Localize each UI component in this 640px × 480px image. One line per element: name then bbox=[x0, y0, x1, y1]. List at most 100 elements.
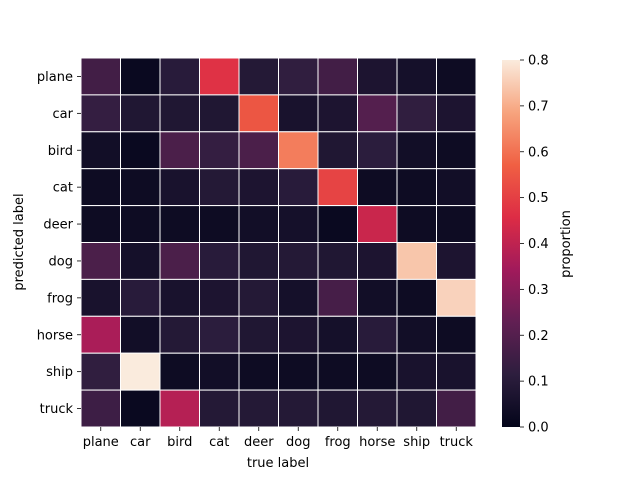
colorbar-tick-label: 0.4 bbox=[528, 237, 549, 252]
heatmap-cell-truck-horse bbox=[357, 389, 398, 428]
heatmap-cell-cat-plane bbox=[80, 168, 121, 207]
y-tick-label: deer bbox=[43, 218, 73, 233]
heatmap-cell-horse-dog bbox=[278, 315, 319, 354]
heatmap-cell-ship-deer bbox=[238, 352, 279, 391]
heatmap-cell-dog-frog bbox=[317, 242, 358, 280]
y-tick-label: ship bbox=[46, 365, 73, 380]
heatmap-cell-deer-car bbox=[120, 205, 161, 244]
heatmap-cell-dog-cat bbox=[199, 242, 240, 280]
heatmap-cell-truck-deer bbox=[238, 389, 279, 428]
y-tick-label: horse bbox=[37, 328, 73, 343]
heatmap-cell-bird-ship bbox=[396, 131, 437, 170]
heatmap-cell-cat-bird bbox=[159, 168, 200, 207]
heatmap-cell-dog-dog bbox=[278, 242, 319, 280]
heatmap-cell-deer-plane bbox=[80, 205, 121, 244]
heatmap-cell-frog-ship bbox=[396, 278, 437, 317]
heatmap-cell-car-ship bbox=[396, 94, 437, 133]
heatmap-cell-deer-horse bbox=[357, 205, 398, 244]
heatmap-cell-deer-ship bbox=[396, 205, 437, 244]
heatmap-cell-horse-ship bbox=[396, 315, 437, 354]
x-tick-label: plane bbox=[83, 435, 119, 450]
colorbar-label: proportion bbox=[559, 210, 574, 278]
y-tick-labels: plane car bird cat deer dog frog horse ship truck bbox=[37, 70, 81, 417]
heatmap-cell-truck-ship bbox=[396, 389, 437, 428]
heatmap-cell-car-horse bbox=[357, 94, 398, 133]
heatmap-cell-dog-ship bbox=[396, 242, 437, 280]
colorbar-tick-label: 0.3 bbox=[528, 283, 549, 298]
y-tick-label: frog bbox=[47, 291, 73, 306]
x-tick-label: bird bbox=[167, 435, 192, 450]
colorbar-tick-label: 0.2 bbox=[528, 329, 549, 344]
heatmap-cell-dog-truck bbox=[436, 242, 477, 280]
heatmap-cell-truck-cat bbox=[199, 389, 240, 428]
heatmap-cell-horse-horse bbox=[357, 315, 398, 354]
heatmap-cell-ship-frog bbox=[317, 352, 358, 391]
heatmap-cell-cat-ship bbox=[396, 168, 437, 207]
heatmap-cell-plane-horse bbox=[357, 57, 398, 96]
heatmap-grid bbox=[80, 57, 477, 428]
heatmap-cell-cat-cat bbox=[199, 168, 240, 207]
x-tick-label: car bbox=[130, 435, 151, 450]
heatmap-cell-cat-truck bbox=[436, 168, 477, 207]
colorbar-tick-label: 0.6 bbox=[528, 145, 549, 160]
heatmap-cell-plane-cat bbox=[199, 57, 240, 96]
heatmap-cell-frog-deer bbox=[238, 278, 279, 317]
heatmap-cell-truck-plane bbox=[80, 389, 121, 428]
x-tick-label: dog bbox=[286, 435, 310, 450]
heatmap-cell-plane-frog bbox=[317, 57, 358, 96]
heatmap-cell-ship-car bbox=[120, 352, 161, 391]
heatmap-cell-frog-car bbox=[120, 278, 161, 317]
colorbar-tick-label: 0.1 bbox=[528, 375, 549, 390]
heatmap-cell-bird-car bbox=[120, 131, 161, 170]
heatmap-cell-horse-car bbox=[120, 315, 161, 354]
x-tick-label: frog bbox=[325, 435, 351, 450]
heatmap-cell-deer-dog bbox=[278, 205, 319, 244]
heatmap-cell-horse-plane bbox=[80, 315, 121, 354]
heatmap-cell-truck-frog bbox=[317, 389, 358, 428]
heatmap-cell-bird-plane bbox=[80, 131, 121, 170]
heatmap-cell-bird-cat bbox=[199, 131, 240, 170]
heatmap-cell-car-frog bbox=[317, 94, 358, 133]
heatmap-cell-frog-horse bbox=[357, 278, 398, 317]
heatmap-cell-bird-bird bbox=[159, 131, 200, 170]
heatmap-cell-horse-bird bbox=[159, 315, 200, 354]
heatmap-cell-deer-truck bbox=[436, 205, 477, 244]
colorbar-tick-label: 0.5 bbox=[528, 191, 549, 206]
heatmap-cell-plane-dog bbox=[278, 57, 319, 96]
heatmap-cell-truck-car bbox=[120, 389, 161, 428]
colorbar-tick-label: 0.7 bbox=[528, 99, 549, 114]
heatmap-cell-deer-cat bbox=[199, 205, 240, 244]
x-tick-labels: plane car bird cat deer dog frog horse ship truck bbox=[83, 427, 474, 450]
colorbar-ticks: 0.0 0.1 0.2 0.3 0.4 0.5 0.6 0.7 0.8 bbox=[520, 54, 549, 436]
heatmap-cell-truck-truck bbox=[436, 389, 477, 428]
x-tick-label: truck bbox=[440, 435, 474, 450]
x-tick-label: cat bbox=[209, 435, 229, 450]
heatmap-cell-truck-bird bbox=[159, 389, 200, 428]
heatmap-cell-truck-dog bbox=[278, 389, 319, 428]
heatmap-cell-frog-cat bbox=[199, 278, 240, 317]
heatmap-cell-ship-truck bbox=[436, 352, 477, 391]
heatmap-cell-cat-car bbox=[120, 168, 161, 207]
heatmap-cell-cat-dog bbox=[278, 168, 319, 207]
heatmap-cell-bird-horse bbox=[357, 131, 398, 170]
heatmap-cell-deer-frog bbox=[317, 205, 358, 244]
heatmap-cell-dog-deer bbox=[238, 242, 279, 280]
heatmap-cell-cat-frog bbox=[317, 168, 358, 207]
heatmap-cell-dog-horse bbox=[357, 242, 398, 280]
colorbar-tick-label: 0.8 bbox=[528, 54, 549, 69]
heatmap-cell-ship-horse bbox=[357, 352, 398, 391]
y-tick-label: car bbox=[53, 107, 74, 122]
heatmap-cell-plane-truck bbox=[436, 57, 477, 96]
x-axis-label: true label bbox=[247, 456, 309, 471]
heatmap-cell-horse-deer bbox=[238, 315, 279, 354]
heatmap-cell-frog-truck bbox=[436, 278, 477, 317]
heatmap-cell-cat-horse bbox=[357, 168, 398, 207]
heatmap-cell-ship-ship bbox=[396, 352, 437, 391]
heatmap-cell-ship-dog bbox=[278, 352, 319, 391]
heatmap-cell-car-bird bbox=[159, 94, 200, 133]
y-axis-label: predicted label bbox=[12, 193, 27, 290]
heatmap-cell-plane-bird bbox=[159, 57, 200, 96]
heatmap-cell-car-truck bbox=[436, 94, 477, 133]
heatmap-cell-ship-bird bbox=[159, 352, 200, 391]
